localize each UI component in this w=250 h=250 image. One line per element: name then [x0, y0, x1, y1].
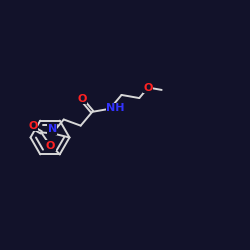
Text: N: N [48, 124, 57, 134]
Text: NH: NH [106, 103, 125, 113]
Text: O: O [77, 94, 86, 104]
Text: O: O [46, 141, 55, 151]
Text: O: O [28, 121, 38, 131]
Text: O: O [144, 82, 153, 92]
